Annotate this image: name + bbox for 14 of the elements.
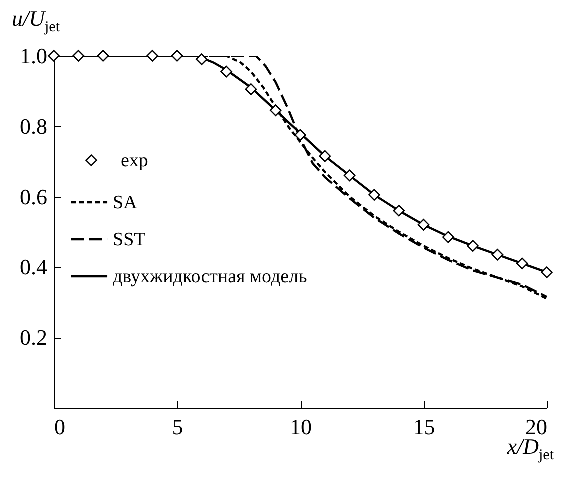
legend-label: двухжидкостная модель: [113, 266, 308, 288]
y-tick-label: 1.0: [20, 44, 48, 68]
x-tick-label: 0: [54, 414, 66, 440]
y-tick-label: 0.2: [20, 325, 48, 350]
x-tick-label: 5: [172, 414, 184, 440]
x-tick-label: 15: [413, 414, 436, 440]
legend-label: exp: [121, 150, 148, 172]
y-tick-label: 0.8: [20, 114, 48, 139]
y-tick-label: 0.6: [20, 184, 48, 210]
x-tick-label: 10: [290, 414, 312, 440]
y-tick-label: 0.4: [20, 254, 48, 280]
legend-label: SST: [113, 230, 146, 250]
y-axis-title: u/U$_{jet}$: [12, 6, 60, 36]
legend-label: SA: [113, 192, 138, 214]
